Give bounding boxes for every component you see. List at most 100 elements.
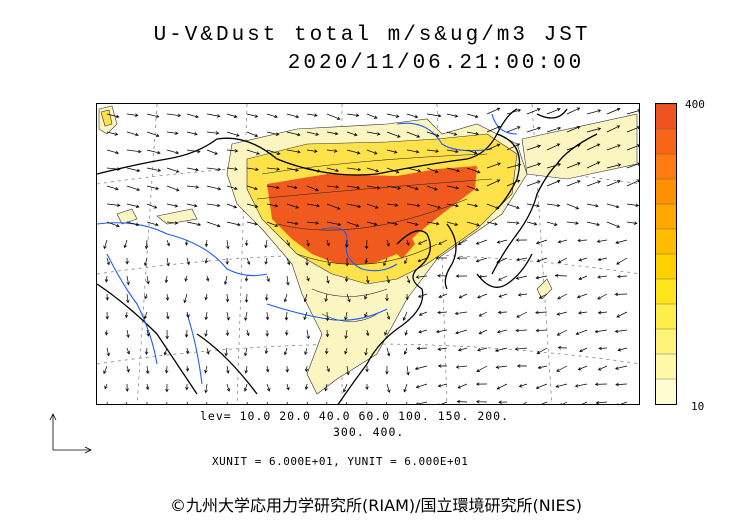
wind-arrow (560, 401, 568, 404)
wind-arrow (606, 144, 621, 151)
wind-arrow (478, 329, 488, 335)
wind-arrow (286, 131, 301, 137)
wind-arrow (406, 203, 421, 208)
wind-arrow (466, 149, 478, 155)
wind-arrow (438, 401, 448, 404)
wind-arrow (506, 108, 522, 115)
wind-arrow (346, 203, 362, 209)
wind-arrow (486, 143, 501, 151)
wind-arrow (103, 365, 108, 375)
wind-arrow (306, 149, 318, 153)
colorbar-swatch (656, 129, 676, 155)
wind-arrow (496, 257, 508, 264)
wind-arrow (516, 311, 528, 318)
wind-arrow (266, 383, 271, 392)
wind-arrow (557, 293, 568, 300)
wind-arrow (616, 311, 628, 318)
wind-arrow (496, 383, 508, 390)
wind-arrow (626, 109, 639, 115)
wind-arrow (406, 221, 419, 226)
wind-arrow (264, 347, 269, 355)
wind-arrow (486, 162, 501, 169)
wind-arrow (615, 239, 628, 245)
wind-arrow (286, 239, 290, 247)
wind-arrow (557, 257, 568, 263)
wind-arrow (246, 185, 258, 191)
wind-arrow (457, 383, 468, 389)
wind-arrow (516, 364, 528, 368)
wind-arrow (284, 329, 289, 336)
wind-arrow (522, 401, 528, 404)
wind-arrow (346, 113, 360, 118)
wind-arrow (403, 347, 408, 355)
wind-arrow (186, 401, 189, 404)
wind-arrow (486, 203, 500, 210)
wind-arrow (406, 239, 410, 246)
wind-arrow (145, 383, 150, 391)
wind-arrow (206, 167, 222, 172)
vector-units: XUNIT = 6.000E+01, YUNIT = 6.000E+01 (212, 455, 469, 468)
wind-arrow (286, 221, 299, 226)
wind-arrow (126, 365, 130, 373)
wind-arrow (345, 239, 349, 248)
wind-arrow (346, 365, 350, 376)
wind-arrow (185, 383, 189, 391)
wind-arrow (106, 257, 110, 266)
wind-arrow (166, 311, 170, 320)
wind-arrow (326, 275, 330, 284)
wind-arrow (406, 275, 411, 284)
colorbar-swatch (656, 379, 676, 405)
wind-arrow (345, 257, 349, 267)
wind-arrow (143, 311, 148, 320)
wind-arrow (364, 293, 368, 300)
wind-arrow (266, 203, 279, 208)
wind-arrow (326, 257, 331, 267)
wind-arrow (496, 239, 508, 244)
wind-arrow (403, 383, 408, 393)
wind-arrow (526, 162, 541, 169)
wind-arrow (606, 203, 620, 209)
wind-arrow (344, 329, 348, 340)
wind-arrow (514, 347, 528, 351)
wind-arrow (146, 203, 158, 209)
map-title: U-V&Dust total m/s&ug/m3 JST (153, 24, 591, 47)
wind-arrow (506, 203, 520, 210)
wind-arrow (206, 131, 220, 135)
color-scale-swatches (656, 103, 676, 405)
wind-arrow (266, 185, 280, 190)
wind-arrow (506, 126, 521, 133)
wind-arrow (538, 401, 548, 404)
wind-arrow (184, 275, 188, 282)
wind-arrow (344, 311, 348, 321)
wind-arrow (606, 107, 621, 115)
wind-arrow (578, 257, 588, 262)
wind-arrow (455, 329, 468, 335)
wind-arrow (446, 131, 458, 136)
wind-arrow (283, 293, 288, 303)
wind-arrow (306, 401, 309, 404)
wind-arrow (125, 383, 129, 392)
wind-arrow (304, 347, 308, 356)
wind-arrow (586, 127, 602, 133)
wind-arrow (546, 143, 561, 151)
wind-arrow (286, 149, 301, 154)
wind-arrow (535, 383, 548, 390)
wind-arrow (303, 293, 308, 303)
wind-arrow (305, 257, 309, 266)
wind-arrow (266, 113, 278, 119)
wind-arrow (223, 275, 228, 286)
wind-arrow (165, 329, 169, 340)
map-canvas (97, 104, 639, 404)
wind-arrow (536, 347, 548, 354)
wind-arrow (364, 239, 369, 250)
wind-arrow (586, 161, 601, 169)
wind-arrow (125, 257, 129, 265)
wind-arrow (515, 238, 528, 242)
wind-arrow (266, 275, 270, 283)
wind-arrow (435, 329, 448, 334)
wind-arrow (486, 107, 501, 115)
wind-arrow (536, 257, 548, 263)
wind-arrow (457, 347, 468, 352)
wind-arrow (326, 131, 339, 136)
wind-arrow (106, 149, 119, 155)
